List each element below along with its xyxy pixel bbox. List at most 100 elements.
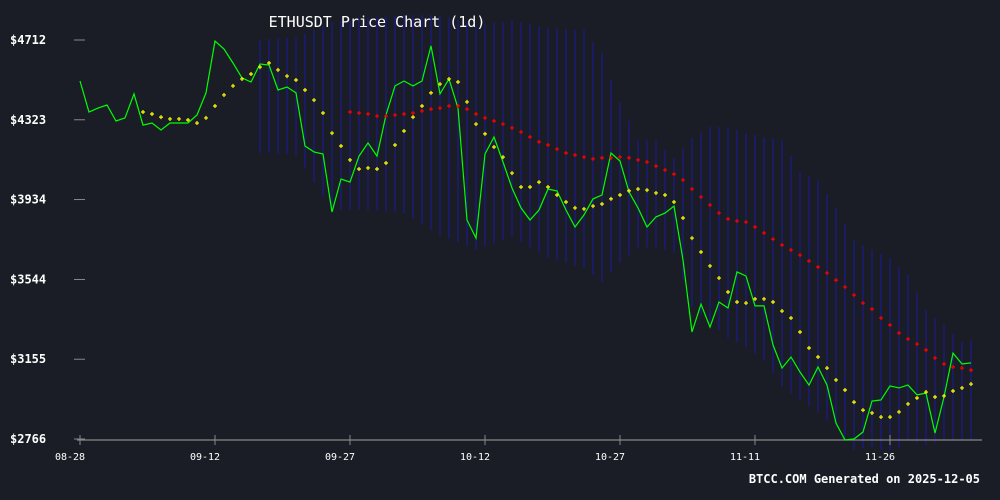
long-ma-point (510, 125, 514, 130)
short-ma-point (600, 202, 604, 207)
short-ma-point (870, 410, 874, 415)
long-ma-point (753, 224, 757, 229)
short-ma-point (969, 382, 973, 387)
short-ma-point (780, 309, 784, 314)
short-ma-point (762, 296, 766, 301)
short-ma-point (285, 74, 289, 79)
short-ma-point (366, 165, 370, 170)
short-ma-point (555, 193, 559, 198)
short-ma-point (213, 104, 217, 109)
short-ma-point (681, 215, 685, 220)
x-tick-label: 08-28 (55, 452, 85, 463)
long-ma-point (546, 142, 550, 147)
y-tick-label: $3544 (10, 272, 46, 286)
long-ma-point (636, 157, 640, 162)
short-ma-point (843, 387, 847, 392)
long-ma-point (951, 365, 955, 370)
short-ma-point (438, 82, 442, 87)
short-ma-point (456, 80, 460, 85)
short-ma-point (402, 129, 406, 134)
x-tick-label: 10-27 (595, 452, 625, 463)
long-ma-point (960, 366, 964, 371)
short-ma-point (177, 116, 181, 121)
short-ma-point (312, 98, 316, 103)
long-ma-point (564, 150, 568, 155)
short-ma-point (618, 193, 622, 198)
short-ma-point (744, 301, 748, 306)
short-ma-point (330, 131, 334, 136)
short-ma-point (276, 67, 280, 72)
long-ma-point (402, 112, 406, 117)
long-ma-point (537, 139, 541, 144)
y-tick-label: $3934 (10, 193, 46, 207)
long-ma-point (456, 104, 460, 109)
short-ma-point (708, 263, 712, 268)
short-ma-point (141, 109, 145, 114)
long-ma-point (888, 323, 892, 327)
long-ma-point (861, 301, 865, 306)
y-tick-label: $4712 (10, 33, 46, 47)
short-ma-point (636, 187, 640, 192)
long-ma-point (654, 164, 658, 169)
short-ma-point (861, 408, 865, 413)
short-ma-point (960, 385, 964, 390)
long-ma-point (663, 167, 667, 172)
long-ma-point (699, 195, 703, 200)
long-ma-point (825, 270, 829, 275)
long-ma-point (798, 253, 802, 258)
long-ma-point (609, 155, 613, 160)
long-ma-point (375, 114, 379, 119)
long-ma-point (906, 336, 910, 341)
short-ma-point (465, 99, 469, 104)
long-ma-point (681, 178, 685, 183)
bollinger-bands (259, 14, 972, 450)
x-tick-label: 11-11 (730, 452, 760, 463)
short-ma-point (411, 115, 415, 120)
short-ma-point (222, 92, 226, 97)
long-ma-point (942, 361, 946, 366)
long-ma-point (735, 219, 739, 224)
long-ma-point (897, 330, 901, 335)
long-ma-point (519, 130, 523, 135)
short-ma-point (294, 77, 298, 82)
short-ma-point (672, 199, 676, 204)
short-ma-point (204, 115, 208, 120)
short-ma-point (663, 193, 667, 198)
short-ma-point (492, 145, 496, 150)
series-layer (79, 39, 973, 441)
footer-credit: BTCC.COM Generated on 2025-12-05 (749, 472, 980, 486)
short-ma-point (159, 115, 163, 120)
long-ma-point (618, 155, 622, 160)
long-ma-point (726, 216, 730, 221)
short-ma-point (249, 72, 253, 77)
long-ma-point (627, 155, 631, 160)
short-ma-point (339, 144, 343, 149)
short-ma-point (735, 300, 739, 305)
long-ma-point (843, 285, 847, 290)
short-ma-point (420, 104, 424, 109)
short-ma-point (186, 117, 190, 122)
long-ma-point (348, 109, 352, 114)
short-ma-point (483, 131, 487, 136)
short-ma-point (348, 157, 352, 162)
short-ma-point (384, 161, 388, 166)
short-ma-point (897, 409, 901, 414)
long-ma-point (789, 247, 793, 252)
long-ma-point (771, 237, 775, 242)
long-ma-point (591, 156, 595, 161)
long-ma-point (672, 172, 676, 177)
short-ma-point (168, 116, 172, 121)
long-ma-point (852, 293, 856, 298)
long-ma-point (690, 187, 694, 192)
long-ma-point (816, 264, 820, 269)
y-axis: $4712 $4323 $3934 $3544 $3155 $2766 (10, 33, 85, 446)
long-ma-point (492, 118, 496, 123)
long-ma-point (420, 108, 424, 113)
y-tick-label: $2766 (10, 432, 46, 446)
short-ma-point (942, 393, 946, 398)
short-ma-point (267, 60, 271, 65)
short-ma-point (357, 166, 361, 171)
short-ma-point (150, 112, 154, 117)
long-ma-point (582, 155, 586, 160)
